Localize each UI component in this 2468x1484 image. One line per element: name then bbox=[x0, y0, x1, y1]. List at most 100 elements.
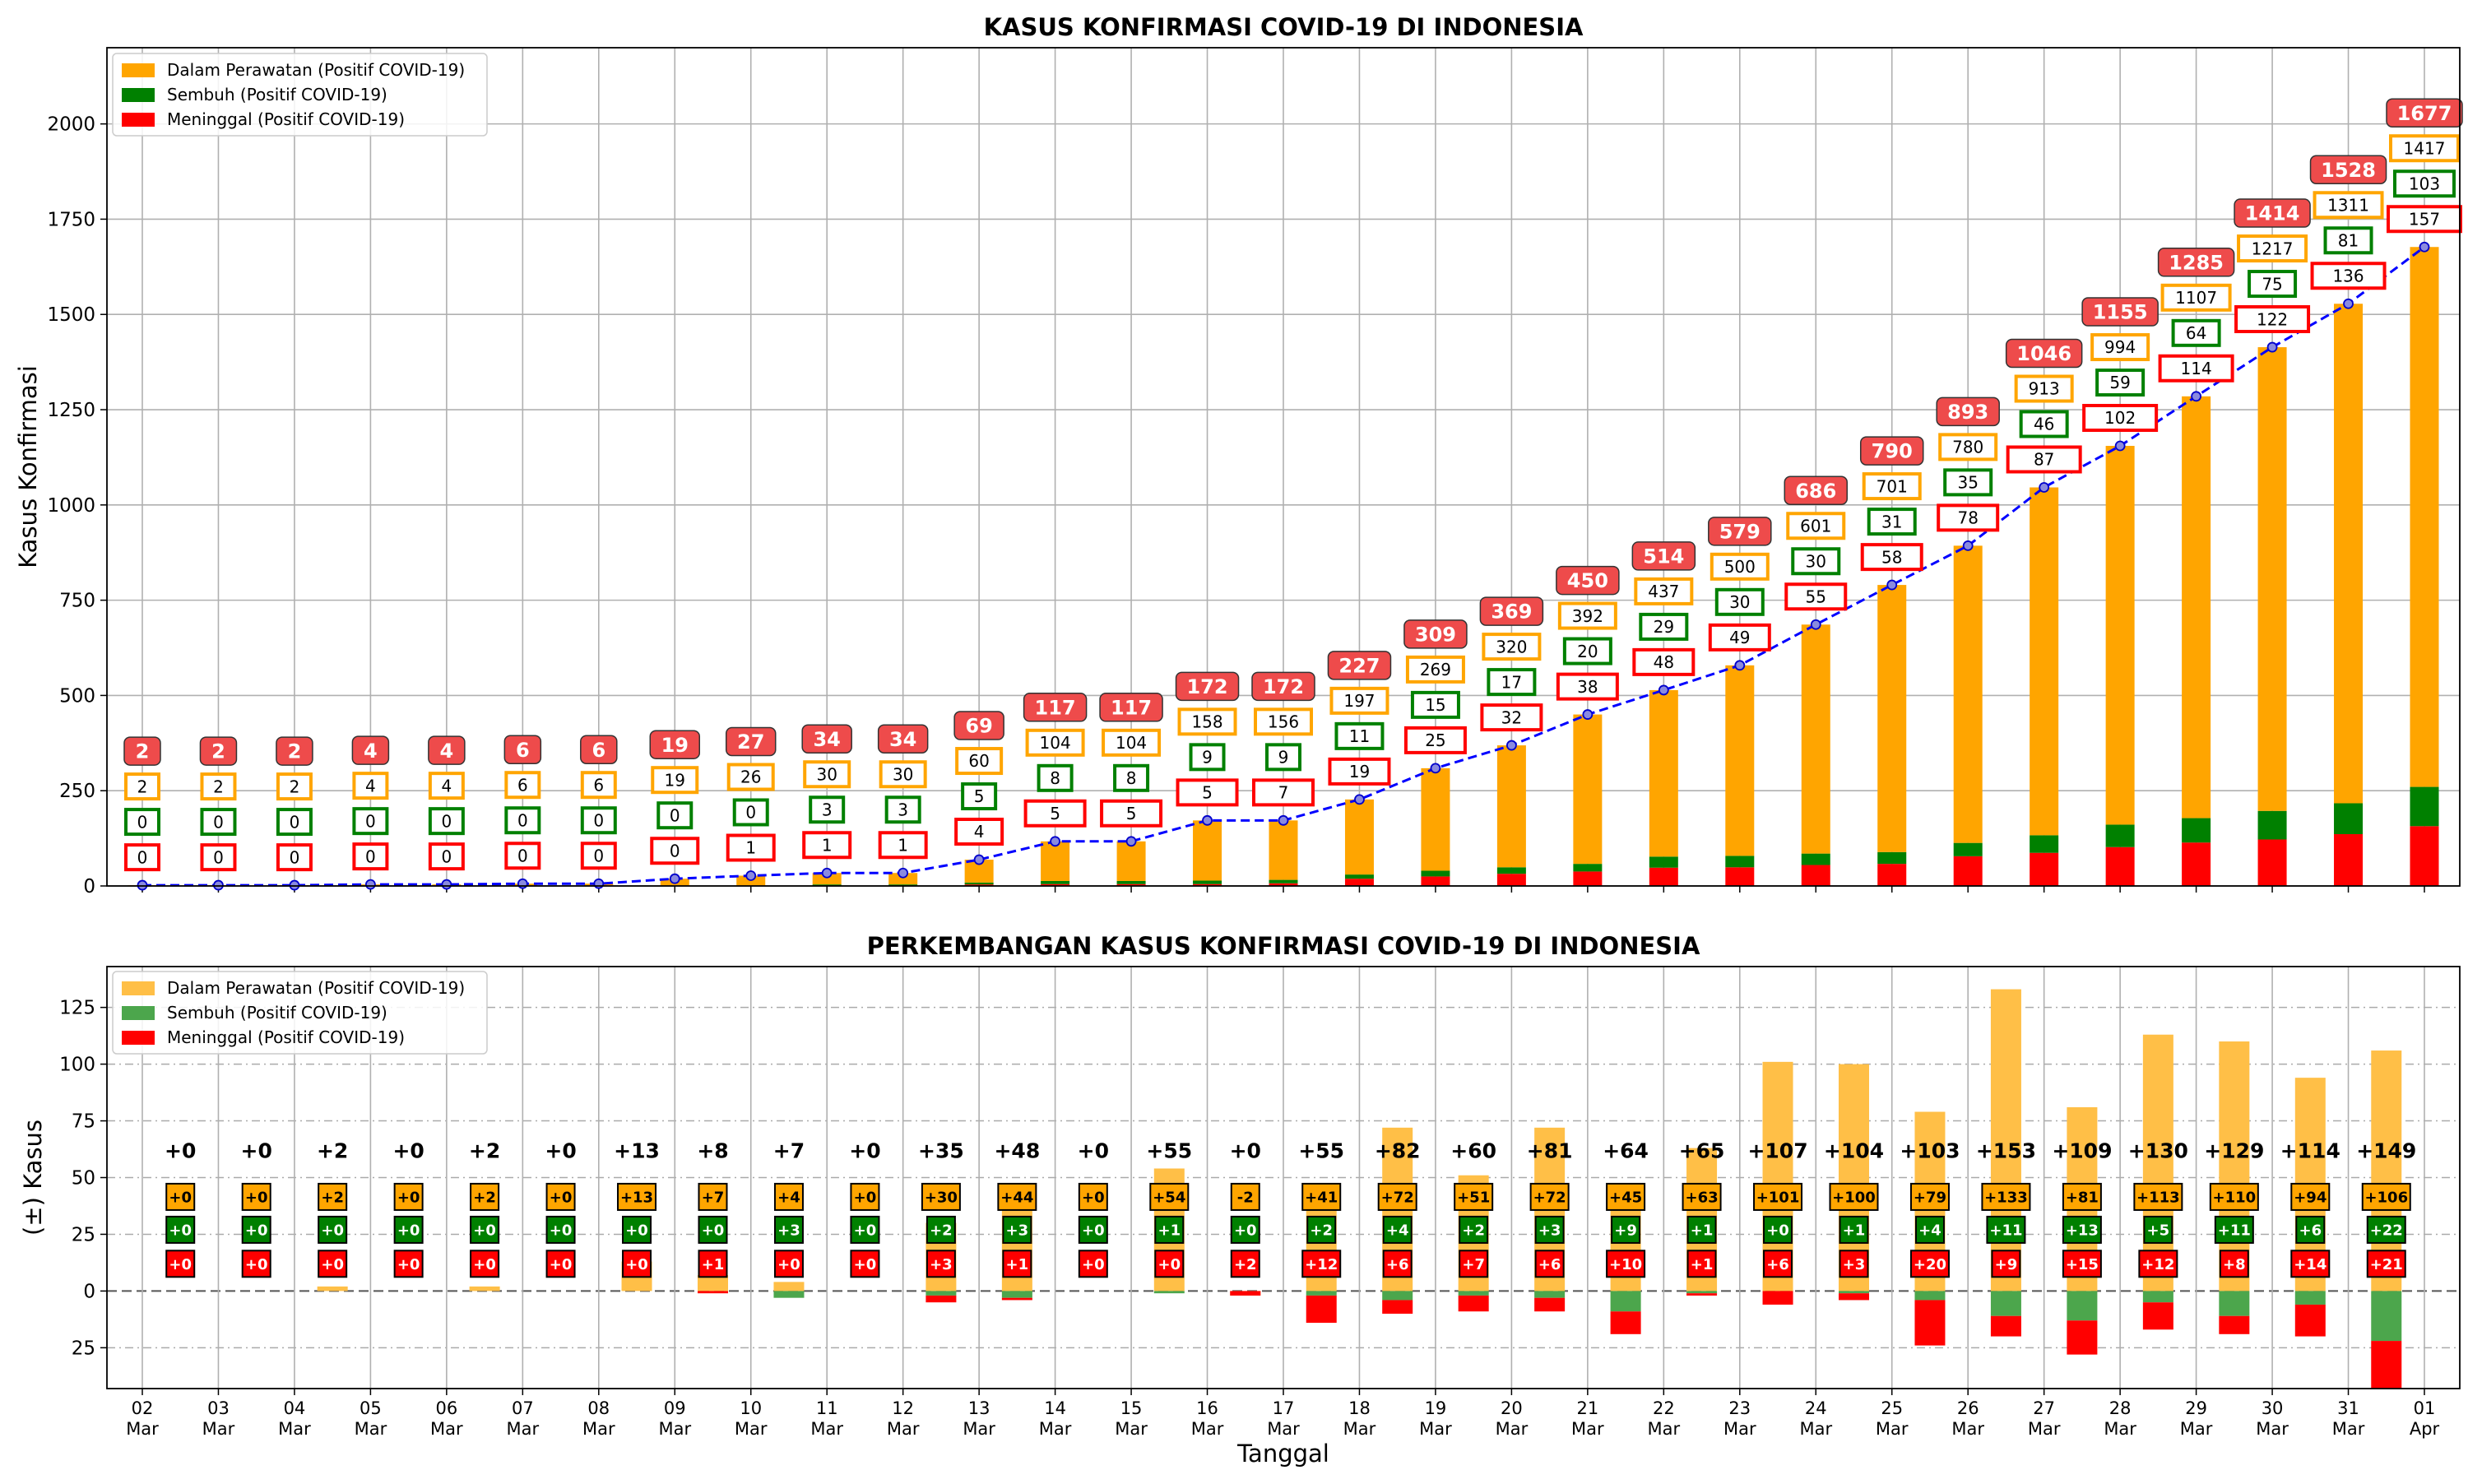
x-tick-day: 04 bbox=[284, 1398, 306, 1418]
bottom-ytick-label: 0 bbox=[83, 1281, 95, 1302]
total-cases-point bbox=[1659, 685, 1668, 694]
top-perawatan-label: 2 bbox=[213, 777, 224, 796]
top-men-label: 5 bbox=[1202, 783, 1213, 803]
change-total-label: +103 bbox=[1900, 1139, 1960, 1162]
change-sembuh-label: +13 bbox=[2066, 1222, 2099, 1239]
top-ytick-label: 1000 bbox=[47, 495, 95, 517]
change-total-label: +0 bbox=[392, 1139, 424, 1162]
bar-sembuh bbox=[2258, 811, 2287, 840]
change-perawatan-label: +44 bbox=[1000, 1189, 1033, 1206]
total-cases-point bbox=[518, 879, 527, 888]
change-bar-sembuh bbox=[1914, 1291, 1945, 1300]
change-bar-meninggal bbox=[2067, 1320, 2097, 1354]
top-total-label: 1046 bbox=[2016, 342, 2071, 365]
top-perawatan-label: 913 bbox=[2029, 379, 2060, 399]
x-tick-month: Mar bbox=[2256, 1419, 2289, 1439]
top-men-label: 87 bbox=[2034, 450, 2054, 470]
x-tick-month: Mar bbox=[735, 1419, 768, 1439]
top-sembuh-label: 75 bbox=[2262, 274, 2282, 294]
bottom-ytick-label: 25 bbox=[72, 1338, 95, 1359]
change-total-label: +35 bbox=[918, 1139, 964, 1162]
total-cases-point bbox=[2116, 442, 2125, 451]
change-bar-perawatan bbox=[318, 1287, 348, 1292]
change-meninggal-label: +8 bbox=[2223, 1256, 2246, 1273]
change-meninggal-label: +0 bbox=[1082, 1256, 1105, 1273]
top-perawatan-label: 1217 bbox=[2252, 239, 2294, 258]
bar-sembuh bbox=[1117, 881, 1146, 884]
bar-sembuh bbox=[1725, 856, 1754, 867]
change-sembuh-label: +0 bbox=[169, 1222, 192, 1239]
top-men-label: 0 bbox=[441, 846, 452, 866]
x-tick-month: Mar bbox=[2028, 1419, 2061, 1439]
change-sembuh-label: +3 bbox=[777, 1222, 800, 1239]
total-cases-point bbox=[366, 880, 375, 889]
x-tick-day: 16 bbox=[1196, 1398, 1218, 1418]
bottom-x-axis-label: Tanggal bbox=[1236, 1440, 1329, 1468]
change-total-label: +8 bbox=[697, 1139, 728, 1162]
total-cases-point bbox=[1812, 620, 1821, 629]
top-men-label: 7 bbox=[1278, 783, 1289, 803]
top-total-label: 172 bbox=[1186, 675, 1227, 698]
bar-meninggal bbox=[1345, 879, 1374, 886]
bar-sembuh bbox=[1421, 870, 1450, 876]
change-perawatan-label: +94 bbox=[2294, 1189, 2327, 1206]
top-sembuh-label: 31 bbox=[1881, 512, 1902, 531]
x-tick-day: 21 bbox=[1576, 1398, 1598, 1418]
bar-sembuh bbox=[2106, 824, 2135, 846]
change-perawatan-label: +30 bbox=[925, 1189, 958, 1206]
top-sembuh-label: 0 bbox=[365, 811, 376, 831]
change-bar-meninggal bbox=[1839, 1293, 1869, 1300]
total-cases-point bbox=[214, 881, 223, 890]
bar-sembuh bbox=[965, 883, 994, 884]
change-perawatan-label: +106 bbox=[2364, 1189, 2408, 1206]
change-meninggal-label: +0 bbox=[1157, 1256, 1181, 1273]
total-cases-point bbox=[823, 869, 832, 878]
top-chart-title: KASUS KONFIRMASI COVID-19 DI INDONESIA bbox=[984, 13, 1584, 41]
x-tick-day: 06 bbox=[435, 1398, 457, 1418]
change-sembuh-label: +0 bbox=[1234, 1222, 1257, 1239]
total-cases-point bbox=[746, 871, 755, 880]
change-perawatan-label: +54 bbox=[1153, 1189, 1185, 1206]
top-men-label: 4 bbox=[974, 822, 985, 842]
top-total-label: 2 bbox=[136, 740, 150, 763]
total-cases-point bbox=[1051, 837, 1060, 846]
change-perawatan-label: +72 bbox=[1381, 1189, 1414, 1206]
bar-dalam-perawatan bbox=[1497, 745, 1526, 867]
x-tick-day: 19 bbox=[1425, 1398, 1447, 1418]
change-sembuh-label: +11 bbox=[2218, 1222, 2251, 1239]
change-bar-sembuh bbox=[2067, 1291, 2097, 1320]
change-meninggal-label: +14 bbox=[2294, 1256, 2327, 1273]
total-cases-point bbox=[975, 856, 984, 865]
x-tick-month: Mar bbox=[1115, 1419, 1148, 1439]
top-ytick-label: 2000 bbox=[47, 114, 95, 136]
top-sembuh-label: 103 bbox=[2409, 174, 2440, 193]
change-perawatan-label: +13 bbox=[620, 1189, 653, 1206]
change-total-label: +104 bbox=[1824, 1139, 1884, 1162]
change-meninggal-label: +20 bbox=[1914, 1256, 1946, 1273]
change-total-label: +81 bbox=[1527, 1139, 1573, 1162]
change-bar-sembuh bbox=[2143, 1291, 2173, 1302]
change-total-label: +0 bbox=[1230, 1139, 1261, 1162]
top-perawatan-label: 30 bbox=[893, 764, 913, 784]
bar-meninggal bbox=[2258, 839, 2287, 886]
top-men-label: 19 bbox=[1349, 762, 1370, 781]
bar-meninggal bbox=[1725, 867, 1754, 886]
bar-sembuh bbox=[1649, 856, 1678, 867]
top-sembuh-label: 9 bbox=[1278, 748, 1289, 768]
change-meninggal-label: +12 bbox=[2141, 1256, 2174, 1273]
x-tick-day: 09 bbox=[664, 1398, 686, 1418]
bar-dalam-perawatan bbox=[1193, 820, 1222, 880]
x-tick-day: 07 bbox=[512, 1398, 534, 1418]
x-tick-month: Mar bbox=[2180, 1419, 2213, 1439]
total-cases-point bbox=[670, 874, 680, 883]
top-total-label: 117 bbox=[1111, 696, 1152, 719]
bar-meninggal bbox=[2106, 847, 2135, 886]
change-bar-sembuh bbox=[773, 1291, 804, 1297]
top-total-label: 2 bbox=[211, 740, 225, 763]
bottom-ytick-label: 125 bbox=[59, 998, 95, 1019]
total-cases-point bbox=[1355, 795, 1364, 804]
top-sembuh-label: 64 bbox=[2186, 323, 2206, 343]
top-sembuh-label: 15 bbox=[1425, 695, 1445, 715]
top-sembuh-label: 0 bbox=[593, 810, 604, 830]
change-sembuh-label: +0 bbox=[702, 1222, 725, 1239]
